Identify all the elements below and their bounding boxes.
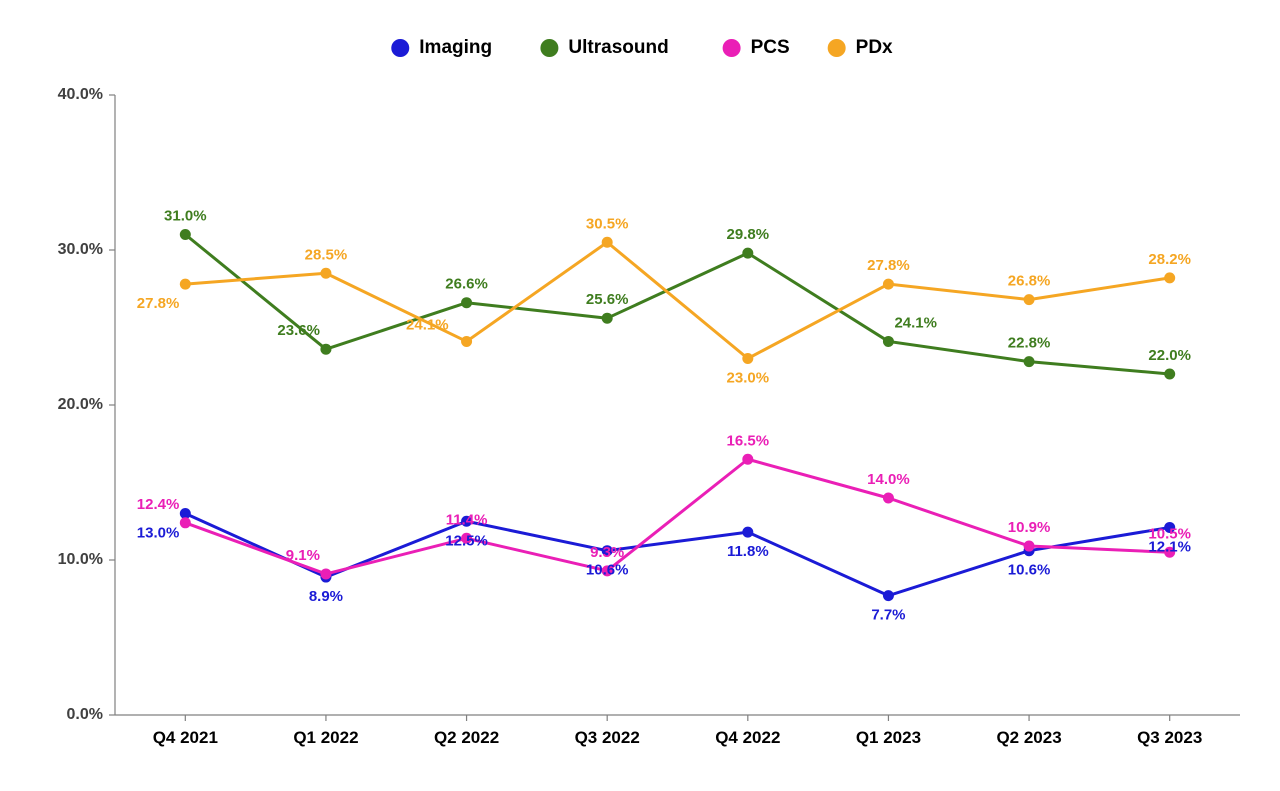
series-datalabel-pdx: 30.5% [586,215,629,232]
series-datalabel-pcs: 10.9% [1008,519,1051,536]
legend-swatch [828,39,846,57]
series-datalabel-pcs: 9.3% [590,544,624,561]
x-axis-tick-label: Q3 2022 [575,728,640,747]
y-axis-tick-label: 30.0% [58,241,103,258]
series-datalabel-pdx: 27.8% [867,257,910,274]
series-marker-ultrasound [883,336,894,347]
series-marker-pcs [1024,541,1035,552]
legend-label: PCS [751,37,790,58]
series-datalabel-imaging: 11.8% [727,543,769,560]
series-marker-imaging [742,527,753,538]
series-datalabel-pcs: 10.5% [1148,525,1191,542]
legend-item-pcs: PCS [723,37,790,58]
series-marker-pcs [883,493,894,504]
series-marker-pcs [742,454,753,465]
series-datalabel-pcs: 14.0% [867,471,910,488]
series-marker-ultrasound [1164,369,1175,380]
series-datalabel-ultrasound: 22.8% [1008,335,1051,352]
chart-background [0,0,1280,791]
x-axis-tick-label: Q1 2022 [293,728,358,747]
series-datalabel-pdx: 23.0% [727,370,770,387]
series-marker-ultrasound [602,313,613,324]
series-datalabel-ultrasound: 23.6% [277,322,320,339]
series-datalabel-imaging: 10.6% [1008,562,1051,579]
series-marker-pdx [320,268,331,279]
series-marker-pcs [180,517,191,528]
series-marker-pcs [320,568,331,579]
series-marker-ultrasound [180,229,191,240]
series-marker-pdx [461,336,472,347]
series-marker-ultrasound [742,248,753,259]
series-marker-ultrasound [461,297,472,308]
series-datalabel-imaging: 10.6% [586,562,629,579]
series-datalabel-pcs: 9.1% [286,547,320,564]
line-chart: 0.0% 10.0% 20.0% 30.0% 40.0% Q4 2021 Q1 2022 Q2… [0,0,1280,791]
x-axis-tick-label: Q2 2023 [996,728,1061,747]
legend-swatch [391,39,409,57]
series-datalabel-ultrasound: 26.6% [445,276,488,293]
legend-label: PDx [856,37,893,58]
series-datalabel-ultrasound: 31.0% [164,208,207,225]
series-datalabel-imaging: 8.9% [309,588,343,605]
series-datalabel-pcs: 12.4% [137,496,180,513]
legend-swatch [540,39,558,57]
y-axis-tick-label: 0.0% [67,706,103,723]
series-datalabel-ultrasound: 24.1% [894,314,937,331]
y-axis-tick-label: 10.0% [58,551,103,568]
legend-label: Imaging [419,37,492,58]
series-datalabel-pdx: 27.8% [137,295,180,312]
series-marker-pdx [180,279,191,290]
x-axis-tick-label: Q2 2022 [434,728,499,747]
series-datalabel-imaging: 7.7% [871,607,905,624]
y-axis-tick-label: 40.0% [58,86,103,103]
series-datalabel-ultrasound: 25.6% [586,291,629,308]
y-axis-tick-label: 20.0% [58,396,103,413]
legend-swatch [723,39,741,57]
series-datalabel-pdx: 28.5% [305,246,348,263]
series-marker-pdx [883,279,894,290]
chart-svg: 0.0% 10.0% 20.0% 30.0% 40.0% Q4 2021 Q1 2022 Q2… [0,0,1280,791]
series-marker-pdx [1164,272,1175,283]
series-marker-pdx [602,237,613,248]
series-marker-imaging [883,590,894,601]
series-datalabel-pcs: 11.4% [446,511,488,528]
series-marker-pdx [1024,294,1035,305]
x-axis-tick-label: Q1 2023 [856,728,921,747]
series-datalabel-pdx: 26.8% [1008,273,1051,290]
series-datalabel-pdx: 24.1% [406,316,449,333]
legend-item-pdx: PDx [828,37,893,58]
series-datalabel-imaging: 13.0% [137,525,180,542]
series-marker-ultrasound [320,344,331,355]
x-axis-tick-label: Q4 2021 [153,728,218,747]
series-marker-pdx [742,353,753,364]
series-datalabel-ultrasound: 22.0% [1148,347,1191,364]
series-marker-ultrasound [1024,356,1035,367]
series-datalabel-pcs: 16.5% [727,432,770,449]
x-axis-tick-label: Q3 2023 [1137,728,1202,747]
series-datalabel-pdx: 28.2% [1148,251,1191,268]
series-datalabel-imaging: 12.5% [445,532,488,549]
legend-label: Ultrasound [568,37,668,58]
x-axis-tick-label: Q4 2022 [715,728,780,747]
series-datalabel-ultrasound: 29.8% [727,226,770,243]
